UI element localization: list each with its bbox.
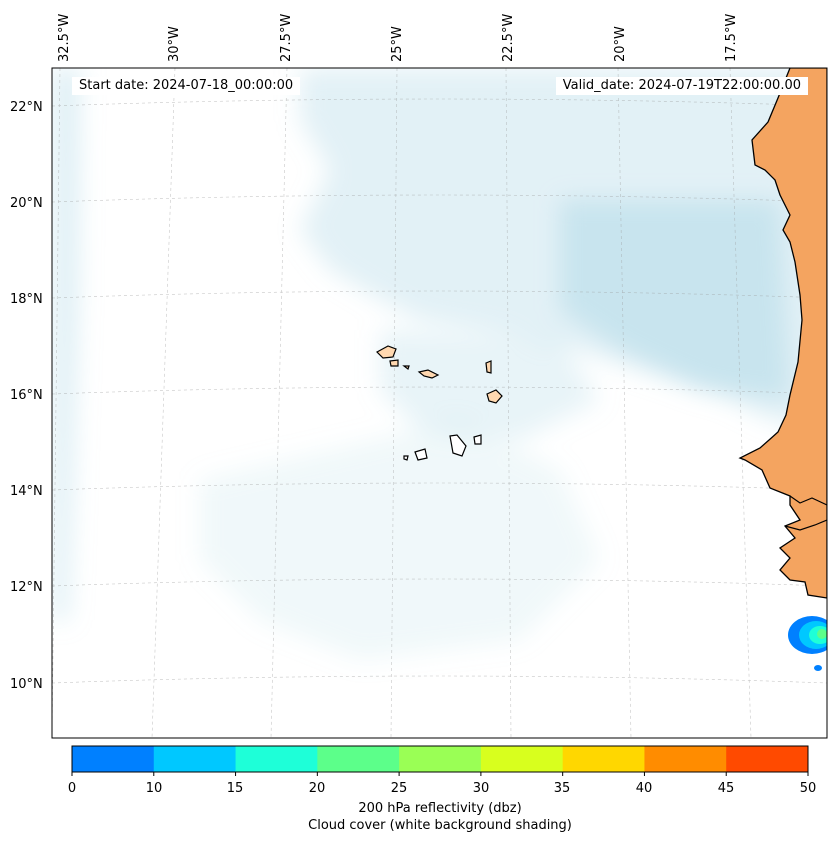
meridian-17-5w <box>729 68 752 738</box>
lon-label: 30°W <box>167 26 182 62</box>
colorbar-tick: 10 <box>145 781 163 796</box>
colorbar-tick: 40 <box>635 781 653 796</box>
island-brava <box>403 455 409 461</box>
cape-verde-islands <box>376 345 503 461</box>
colorbar-tick: 0 <box>67 781 77 796</box>
longitude-labels: 32.5°W 30°W 27.5°W 25°W 22.5°W 20°W 17.5… <box>57 14 739 62</box>
parallel-22n <box>52 98 827 107</box>
island-sao-nicolau <box>417 369 440 379</box>
colorbar-segment <box>317 746 400 772</box>
colorbar-tick: 25 <box>390 781 408 796</box>
colorbar-title: 200 hPa reflectivity (dbz) <box>358 801 522 816</box>
colorbar-tick: 20 <box>308 781 326 796</box>
colorbar-tick: 45 <box>717 781 735 796</box>
cloud-core-east <box>560 200 790 400</box>
lat-label: 10°N <box>10 677 43 692</box>
lat-label: 20°N <box>10 196 43 211</box>
parallel-18n <box>52 290 827 299</box>
reflectivity-cell <box>788 616 827 671</box>
colorbar-segment <box>480 746 564 772</box>
meridian-30w <box>151 68 176 738</box>
parallel-10n <box>52 675 827 684</box>
cloud-patch-center <box>380 330 600 440</box>
latitude-labels: 22°N 20°N 18°N 16°N 14°N 12°N 10°N <box>10 100 43 692</box>
island-fogo <box>414 448 428 461</box>
lat-label: 18°N <box>10 292 43 307</box>
colorbar-tick: 15 <box>226 781 244 796</box>
colorbar-subtitle: Cloud cover (white background shading) <box>308 818 572 833</box>
lat-label: 14°N <box>10 484 43 499</box>
coastline-bissau <box>784 519 827 531</box>
colorbar-segment <box>644 746 727 772</box>
island-boa-vista <box>486 389 503 404</box>
lat-label: 12°N <box>10 580 43 595</box>
cloud-cover-layer <box>52 68 827 660</box>
island-santa-luzia <box>402 365 410 370</box>
colorbar-segment <box>72 746 155 772</box>
parallel-16n <box>52 386 827 395</box>
cloud-band-west <box>52 68 80 620</box>
africa-land <box>738 68 827 599</box>
gridlines <box>52 68 827 738</box>
meridian-20w <box>617 68 632 738</box>
colorbar <box>71 745 809 776</box>
colorbar-segment <box>562 746 645 772</box>
cloud-patch-south <box>200 420 600 660</box>
island-sao-vicente <box>389 359 399 367</box>
lon-label: 32.5°W <box>57 14 72 62</box>
map-frame <box>51 67 828 739</box>
valid-date-label: Valid_date: 2024-07-19T22:00:00.00 <box>555 77 808 95</box>
colorbar-tick: 35 <box>553 781 571 796</box>
lon-label: 20°W <box>613 26 628 62</box>
colorbar-segment <box>399 746 482 772</box>
parallel-20n <box>52 194 827 203</box>
reflectivity-20-25 <box>817 629 827 639</box>
lon-label: 17.5°W <box>724 14 739 62</box>
lon-label: 25°W <box>390 26 405 62</box>
meridian-27-5w <box>270 68 288 738</box>
island-santo-antao <box>376 345 397 359</box>
parallel-14n <box>52 482 827 491</box>
meridian-22-5w <box>505 68 512 738</box>
colorbar-segment <box>726 746 809 772</box>
reflectivity-small <box>814 665 822 671</box>
island-santiago <box>449 434 467 457</box>
island-maio <box>473 434 482 445</box>
colorbar-segment <box>153 746 237 772</box>
lat-label: 22°N <box>10 100 43 115</box>
meridian-32-5w <box>52 68 61 738</box>
island-sal <box>485 360 492 374</box>
parallel-12n <box>52 578 827 587</box>
meridian-25w <box>390 68 398 738</box>
lon-label: 22.5°W <box>501 14 516 62</box>
colorbar-tick: 30 <box>472 781 490 796</box>
colorbar-segment <box>235 746 318 772</box>
colorbar-tick: 50 <box>799 781 817 796</box>
coastline-gambia <box>789 495 827 506</box>
colorbar-border <box>71 745 809 773</box>
start-date-label: Start date: 2024-07-18_00:00:00 <box>72 77 301 95</box>
lon-label: 27.5°W <box>279 14 294 62</box>
lat-label: 16°N <box>10 388 43 403</box>
